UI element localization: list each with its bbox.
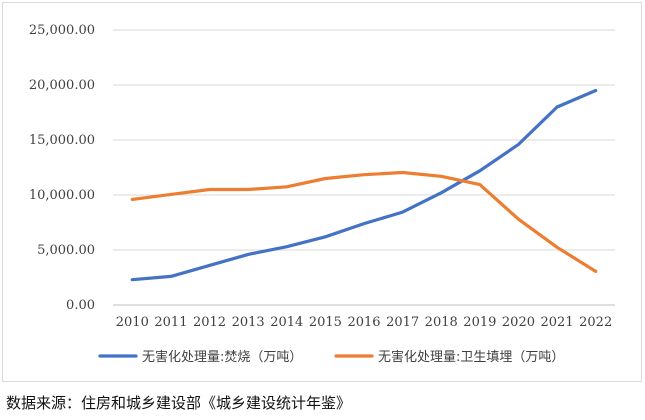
x-tick-label: 2021 <box>541 315 574 330</box>
x-tick-label: 2017 <box>386 315 419 330</box>
series-line-1 <box>130 88 598 282</box>
legend-label-1: 无害化处理量:焚烧（万吨） <box>142 349 302 365</box>
x-tick-label: 2013 <box>232 315 265 330</box>
x-tick-label: 2022 <box>579 315 612 330</box>
legend-label-2: 无害化处理量:卫生填埋（万吨） <box>378 349 564 365</box>
line-chart: 0.00 5,000.00 10,000.00 15,000.00 20,000.00 2… <box>29 23 615 365</box>
chart-frame: 0.00 5,000.00 10,000.00 15,000.00 20,000.00 2… <box>2 2 642 382</box>
series-lines <box>130 88 598 282</box>
y-tick-label: 20,000.00 <box>29 78 95 93</box>
x-tick-label: 2018 <box>425 315 458 330</box>
x-tick-label: 2010 <box>116 315 149 330</box>
x-tick-label: 2014 <box>270 315 303 330</box>
source-note: 数据来源：住房和城乡建设部《城乡建设统计年鉴》 <box>6 394 352 412</box>
gridlines <box>113 29 615 306</box>
x-axis-ticks: 2010 2011 2012 2013 2014 2015 2016 2017 2018 2019… <box>116 315 612 330</box>
legend: 无害化处理量:焚烧（万吨） 无害化处理量:卫生填埋（万吨） <box>98 349 564 365</box>
y-tick-label: 25,000.00 <box>29 23 95 38</box>
x-tick-label: 2019 <box>463 315 496 330</box>
x-tick-label: 2016 <box>347 315 380 330</box>
y-tick-label: 10,000.00 <box>29 188 95 203</box>
y-tick-label: 5,000.00 <box>37 243 95 258</box>
x-tick-label: 2020 <box>502 315 535 330</box>
x-tick-label: 2015 <box>309 315 342 330</box>
y-tick-label: 15,000.00 <box>29 133 95 148</box>
x-tick-label: 2012 <box>193 315 226 330</box>
y-axis-ticks: 0.00 5,000.00 10,000.00 15,000.00 20,000.00 2… <box>29 23 95 313</box>
y-tick-label: 0.00 <box>66 298 95 313</box>
series-line-2 <box>130 170 598 273</box>
x-tick-label: 2011 <box>154 315 187 330</box>
